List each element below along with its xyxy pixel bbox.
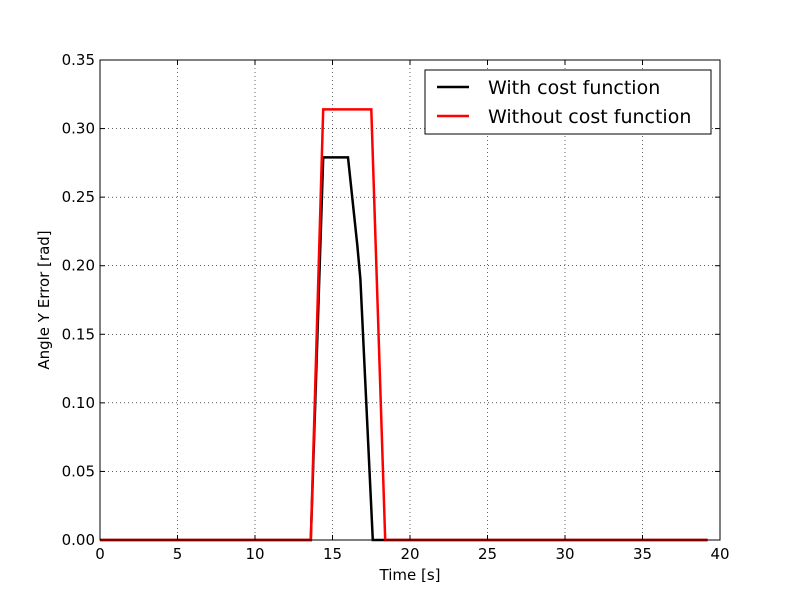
y-tick-label: 0.25 bbox=[62, 188, 95, 206]
axis-ticks: 0 5 10 15 20 25 30 35 40 0.00 0.05 0.10 0.15 0.20 0.25… bbox=[62, 51, 730, 563]
x-axis-label: Time [s] bbox=[379, 566, 441, 584]
legend-box bbox=[424, 69, 712, 135]
x-tick-label: 40 bbox=[710, 545, 729, 563]
legend: With cost function Without cost function bbox=[424, 69, 712, 135]
legend-label-1: With cost function bbox=[488, 77, 660, 99]
x-tick-label: 30 bbox=[555, 545, 574, 563]
x-tick-label: 5 bbox=[173, 545, 183, 563]
y-tick-label: 0.20 bbox=[62, 257, 95, 275]
legend-label-2: Without cost function bbox=[488, 106, 691, 128]
y-tick-label: 0.30 bbox=[62, 120, 95, 138]
y-tick-label: 0.35 bbox=[62, 51, 95, 69]
y-tick-label: 0.15 bbox=[62, 325, 95, 343]
x-tick-label: 25 bbox=[478, 545, 497, 563]
x-tick-label: 10 bbox=[245, 545, 264, 563]
y-axis-label: Angle Y Error [rad] bbox=[35, 230, 53, 369]
y-tick-label: 0.05 bbox=[62, 462, 95, 480]
x-tick-label: 20 bbox=[400, 545, 419, 563]
x-tick-label: 0 bbox=[95, 545, 105, 563]
y-tick-label: 0.00 bbox=[62, 531, 95, 549]
x-tick-label: 15 bbox=[323, 545, 342, 563]
y-tick-label: 0.10 bbox=[62, 394, 95, 412]
x-tick-label: 35 bbox=[633, 545, 652, 563]
